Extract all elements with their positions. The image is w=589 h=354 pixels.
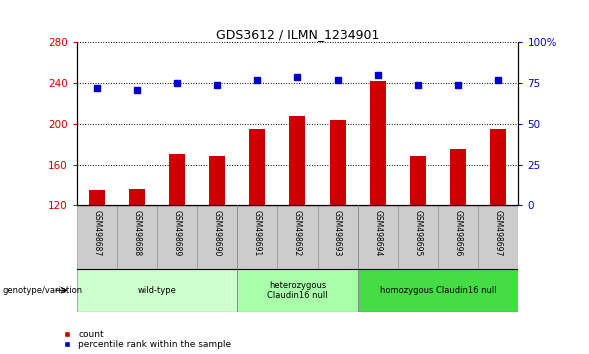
Bar (197, 205, 237, 269)
Bar (209, 156, 225, 205)
Legend: count, percentile rank within the sample: count, percentile rank within the sample (58, 330, 231, 349)
Bar (277, 205, 317, 269)
Text: GSM498688: GSM498688 (133, 210, 141, 257)
Bar (398, 205, 438, 269)
Text: homozygous Claudin16 null: homozygous Claudin16 null (380, 286, 497, 295)
Bar (358, 269, 518, 312)
Text: GSM498695: GSM498695 (413, 210, 422, 257)
Bar (77, 269, 237, 312)
Bar (77, 205, 117, 269)
Bar (289, 116, 306, 205)
Bar (157, 205, 197, 269)
Text: genotype/variation: genotype/variation (3, 286, 83, 295)
Text: GSM498696: GSM498696 (454, 210, 462, 257)
Bar (490, 129, 507, 205)
Title: GDS3612 / ILMN_1234901: GDS3612 / ILMN_1234901 (216, 28, 379, 41)
Bar (129, 189, 145, 205)
Bar (169, 154, 185, 205)
Text: heterozygous
Claudin16 null: heterozygous Claudin16 null (267, 281, 327, 300)
Text: GSM498690: GSM498690 (213, 210, 221, 257)
Bar (410, 156, 426, 205)
Bar (330, 120, 346, 205)
Text: GSM498691: GSM498691 (253, 210, 262, 257)
Bar (478, 205, 518, 269)
Bar (370, 81, 386, 205)
Bar (237, 269, 358, 312)
Bar (237, 205, 277, 269)
Bar (358, 205, 398, 269)
Text: GSM498692: GSM498692 (293, 210, 302, 257)
Text: GSM498697: GSM498697 (494, 210, 503, 257)
Bar (438, 205, 478, 269)
Text: GSM498687: GSM498687 (92, 210, 101, 257)
Text: GSM498689: GSM498689 (173, 210, 181, 257)
Text: GSM498693: GSM498693 (333, 210, 342, 257)
Text: GSM498694: GSM498694 (373, 210, 382, 257)
Bar (88, 190, 105, 205)
Text: wild-type: wild-type (137, 286, 176, 295)
Bar (317, 205, 358, 269)
Bar (450, 149, 466, 205)
Bar (249, 129, 265, 205)
Bar (117, 205, 157, 269)
